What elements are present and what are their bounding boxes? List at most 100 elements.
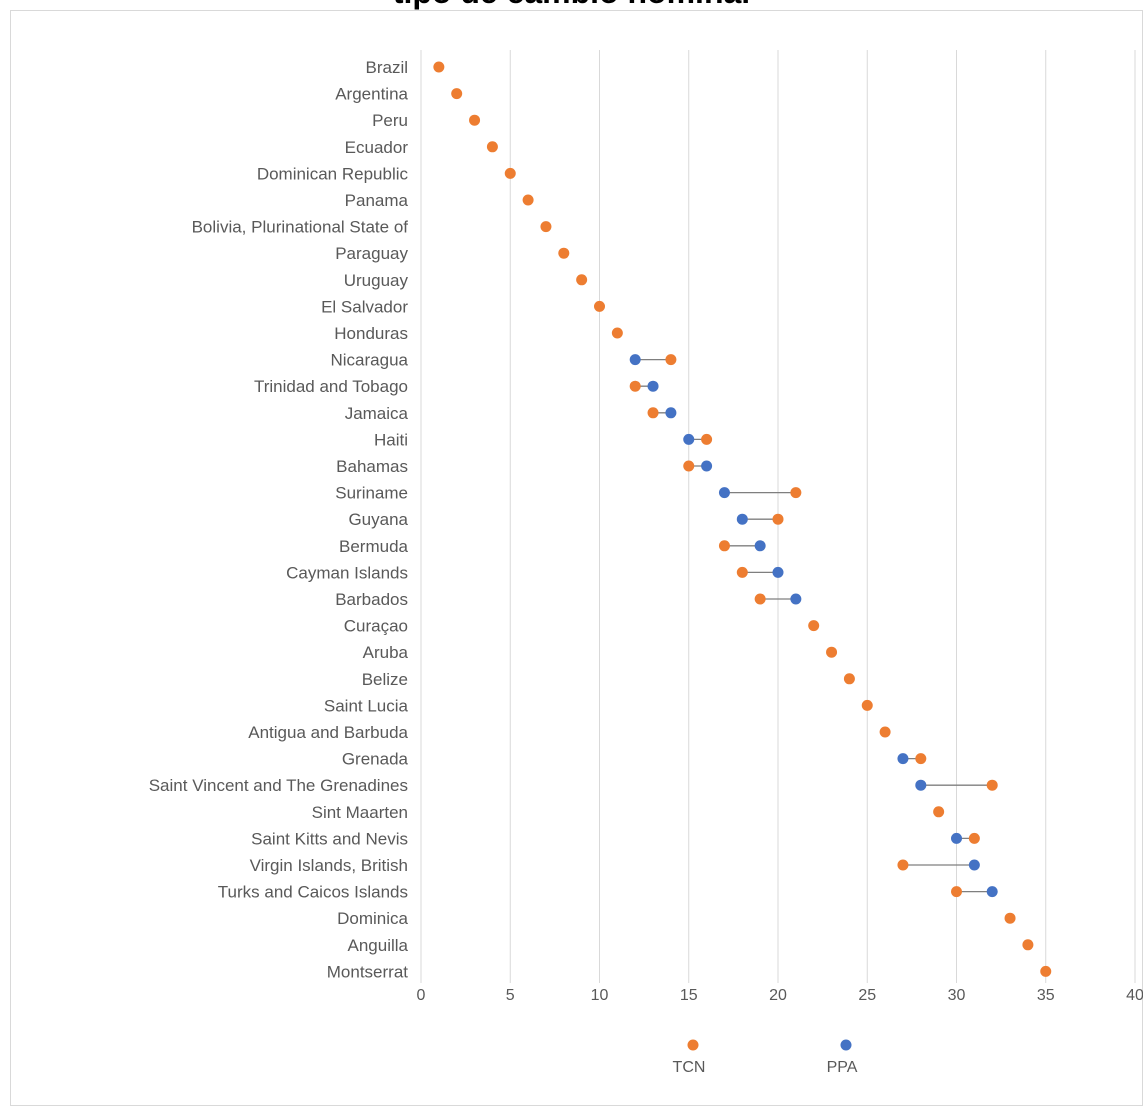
point-tcn bbox=[843, 673, 855, 685]
category-label: Montserrat bbox=[327, 962, 409, 981]
category-label: Saint Lucia bbox=[324, 696, 409, 715]
point-ppa bbox=[968, 859, 980, 871]
point-tcn bbox=[576, 274, 588, 286]
chart-frame bbox=[10, 10, 1143, 1106]
point-ppa bbox=[647, 380, 659, 392]
point-ppa bbox=[665, 407, 677, 419]
point-tcn bbox=[790, 487, 802, 499]
category-label: Honduras bbox=[334, 324, 408, 343]
point-tcn bbox=[986, 779, 998, 791]
category-label: Bermuda bbox=[339, 537, 409, 556]
category-label: El Salvador bbox=[321, 297, 408, 316]
category-label: Suriname bbox=[335, 484, 408, 503]
point-tcn bbox=[968, 832, 980, 844]
category-label: Panama bbox=[345, 191, 409, 210]
point-ppa bbox=[790, 593, 802, 605]
legend-marker-tcn bbox=[687, 1039, 699, 1051]
point-ppa bbox=[718, 487, 730, 499]
data-points bbox=[433, 61, 1052, 977]
legend: TCN PPA bbox=[673, 1039, 858, 1076]
category-label: Uruguay bbox=[344, 271, 409, 290]
category-label: Bahamas bbox=[336, 457, 408, 476]
category-label: Dominican Republic bbox=[257, 164, 409, 183]
x-tick-label: 30 bbox=[948, 987, 966, 1004]
point-tcn bbox=[629, 380, 641, 392]
point-tcn bbox=[1022, 939, 1034, 951]
point-tcn bbox=[594, 300, 605, 312]
category-label: Barbados bbox=[335, 590, 408, 609]
category-label: Saint Vincent and The Grenadines bbox=[149, 776, 408, 795]
point-tcn bbox=[665, 354, 677, 366]
point-tcn bbox=[754, 593, 766, 605]
point-ppa bbox=[951, 832, 962, 844]
point-tcn bbox=[736, 566, 748, 578]
category-label: Saint Kitts and Nevis bbox=[251, 829, 408, 848]
point-tcn bbox=[933, 806, 945, 818]
x-tick-label: 25 bbox=[858, 987, 876, 1004]
category-label: Virgin Islands, British bbox=[250, 856, 408, 875]
point-tcn bbox=[469, 114, 481, 126]
point-tcn bbox=[558, 247, 570, 259]
point-tcn bbox=[540, 221, 552, 233]
category-label: Aruba bbox=[363, 643, 409, 662]
category-label: Turks and Caicos Islands bbox=[218, 883, 408, 902]
x-tick-label: 20 bbox=[769, 987, 787, 1004]
category-label: Anguilla bbox=[348, 936, 409, 955]
legend-label-ppa: PPA bbox=[827, 1059, 858, 1076]
point-tcn bbox=[486, 141, 498, 153]
category-label: Paraguay bbox=[335, 244, 408, 263]
point-tcn bbox=[951, 886, 962, 898]
category-label: Nicaragua bbox=[331, 351, 409, 370]
category-label: Brazil bbox=[365, 58, 408, 77]
category-label: Jamaica bbox=[345, 404, 409, 423]
point-tcn bbox=[1040, 965, 1052, 977]
point-ppa bbox=[683, 433, 695, 445]
category-label: Cayman Islands bbox=[286, 563, 408, 582]
category-label: Sint Maarten bbox=[312, 803, 408, 822]
point-tcn bbox=[915, 753, 927, 765]
point-tcn bbox=[647, 407, 659, 419]
category-label: Belize bbox=[362, 670, 408, 689]
x-tick-label: 40 bbox=[1126, 987, 1143, 1004]
point-ppa bbox=[754, 540, 766, 552]
chart-title: tipo de cambio nominal bbox=[0, 0, 1143, 11]
x-tick-label: 35 bbox=[1037, 987, 1055, 1004]
point-tcn bbox=[1004, 912, 1016, 924]
point-tcn bbox=[451, 88, 463, 100]
point-tcn bbox=[772, 513, 784, 525]
point-ppa bbox=[986, 886, 998, 898]
point-tcn bbox=[683, 460, 695, 472]
point-ppa bbox=[897, 753, 909, 765]
category-label: Guyana bbox=[348, 510, 408, 529]
category-label: Grenada bbox=[342, 750, 409, 769]
point-tcn bbox=[879, 726, 891, 738]
category-label: Antigua and Barbuda bbox=[248, 723, 408, 742]
category-label: Peru bbox=[372, 111, 408, 130]
category-label: Haiti bbox=[374, 430, 408, 449]
x-tick-label: 15 bbox=[680, 987, 698, 1004]
legend-label-tcn: TCN bbox=[673, 1059, 706, 1076]
x-tick-label: 10 bbox=[591, 987, 609, 1004]
category-label: Dominica bbox=[337, 909, 408, 928]
point-ppa bbox=[772, 566, 784, 578]
point-tcn bbox=[504, 167, 516, 179]
category-label: Curaçao bbox=[344, 617, 408, 636]
x-tick-label: 0 bbox=[417, 987, 426, 1004]
point-tcn bbox=[897, 859, 909, 871]
category-label: Ecuador bbox=[345, 138, 409, 157]
category-labels: Brazil Argentina Peru Ecuador Dominican Repu… bbox=[149, 58, 409, 981]
point-tcn bbox=[826, 646, 838, 658]
point-tcn bbox=[433, 61, 445, 73]
category-label: Bolivia, Plurinational State of bbox=[192, 218, 409, 237]
point-tcn bbox=[701, 433, 713, 445]
point-tcn bbox=[718, 540, 730, 552]
x-tick-label: 5 bbox=[506, 987, 515, 1004]
point-tcn bbox=[522, 194, 534, 206]
point-tcn bbox=[861, 699, 873, 711]
x-axis-ticks: 0 5 10 15 20 25 30 35 40 bbox=[417, 987, 1143, 1004]
category-label: Argentina bbox=[335, 85, 408, 104]
point-ppa bbox=[701, 460, 713, 472]
category-label: Trinidad and Tobago bbox=[254, 377, 408, 396]
gridlines bbox=[420, 50, 1136, 983]
